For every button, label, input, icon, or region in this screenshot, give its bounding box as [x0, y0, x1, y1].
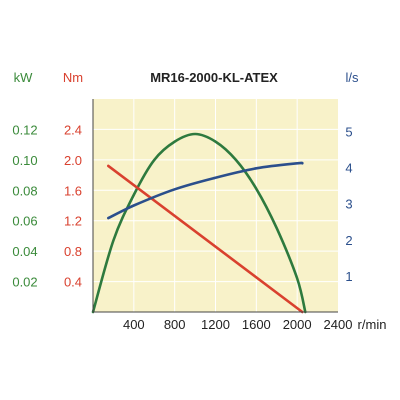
x-tick-label: 400 [123, 317, 145, 332]
flow-tick-label: 1 [345, 269, 352, 284]
power-tick-label: 0.02 [12, 275, 37, 290]
chart-title: MR16-2000-KL-ATEX [150, 70, 278, 85]
torque-tick-label: 2.0 [64, 153, 82, 168]
power-tick-label: 0.04 [12, 244, 37, 259]
power-tick-label: 0.08 [12, 183, 37, 198]
power-tick-label: 0.10 [12, 153, 37, 168]
x-tick-label: 1200 [201, 317, 230, 332]
torque-tick-label: 1.6 [64, 183, 82, 198]
power-unit-label: kW [14, 70, 34, 85]
flow-unit-label: l/s [346, 70, 360, 85]
flow-tick-label: 2 [345, 233, 352, 248]
flow-tick-label: 4 [345, 161, 352, 176]
x-tick-label: 2400 [324, 317, 353, 332]
torque-tick-label: 1.2 [64, 214, 82, 229]
flow-curve [107, 161, 304, 220]
x-tick-label: 800 [164, 317, 186, 332]
power-tick-label: 0.12 [12, 122, 37, 137]
power-tick-label: 0.06 [12, 214, 37, 229]
torque-line [107, 164, 304, 314]
torque-tick-label: 0.4 [64, 275, 82, 290]
torque-unit-label: Nm [63, 70, 83, 85]
flow-tick-label: 5 [345, 124, 352, 139]
power-curve [91, 132, 307, 314]
x-tick-label: 1600 [242, 317, 271, 332]
x-axis-unit-label: r/min [358, 317, 387, 332]
torque-tick-label: 2.4 [64, 122, 82, 137]
x-tick-label: 2000 [283, 317, 312, 332]
flow-tick-label: 3 [345, 197, 352, 212]
torque-tick-label: 0.8 [64, 244, 82, 259]
